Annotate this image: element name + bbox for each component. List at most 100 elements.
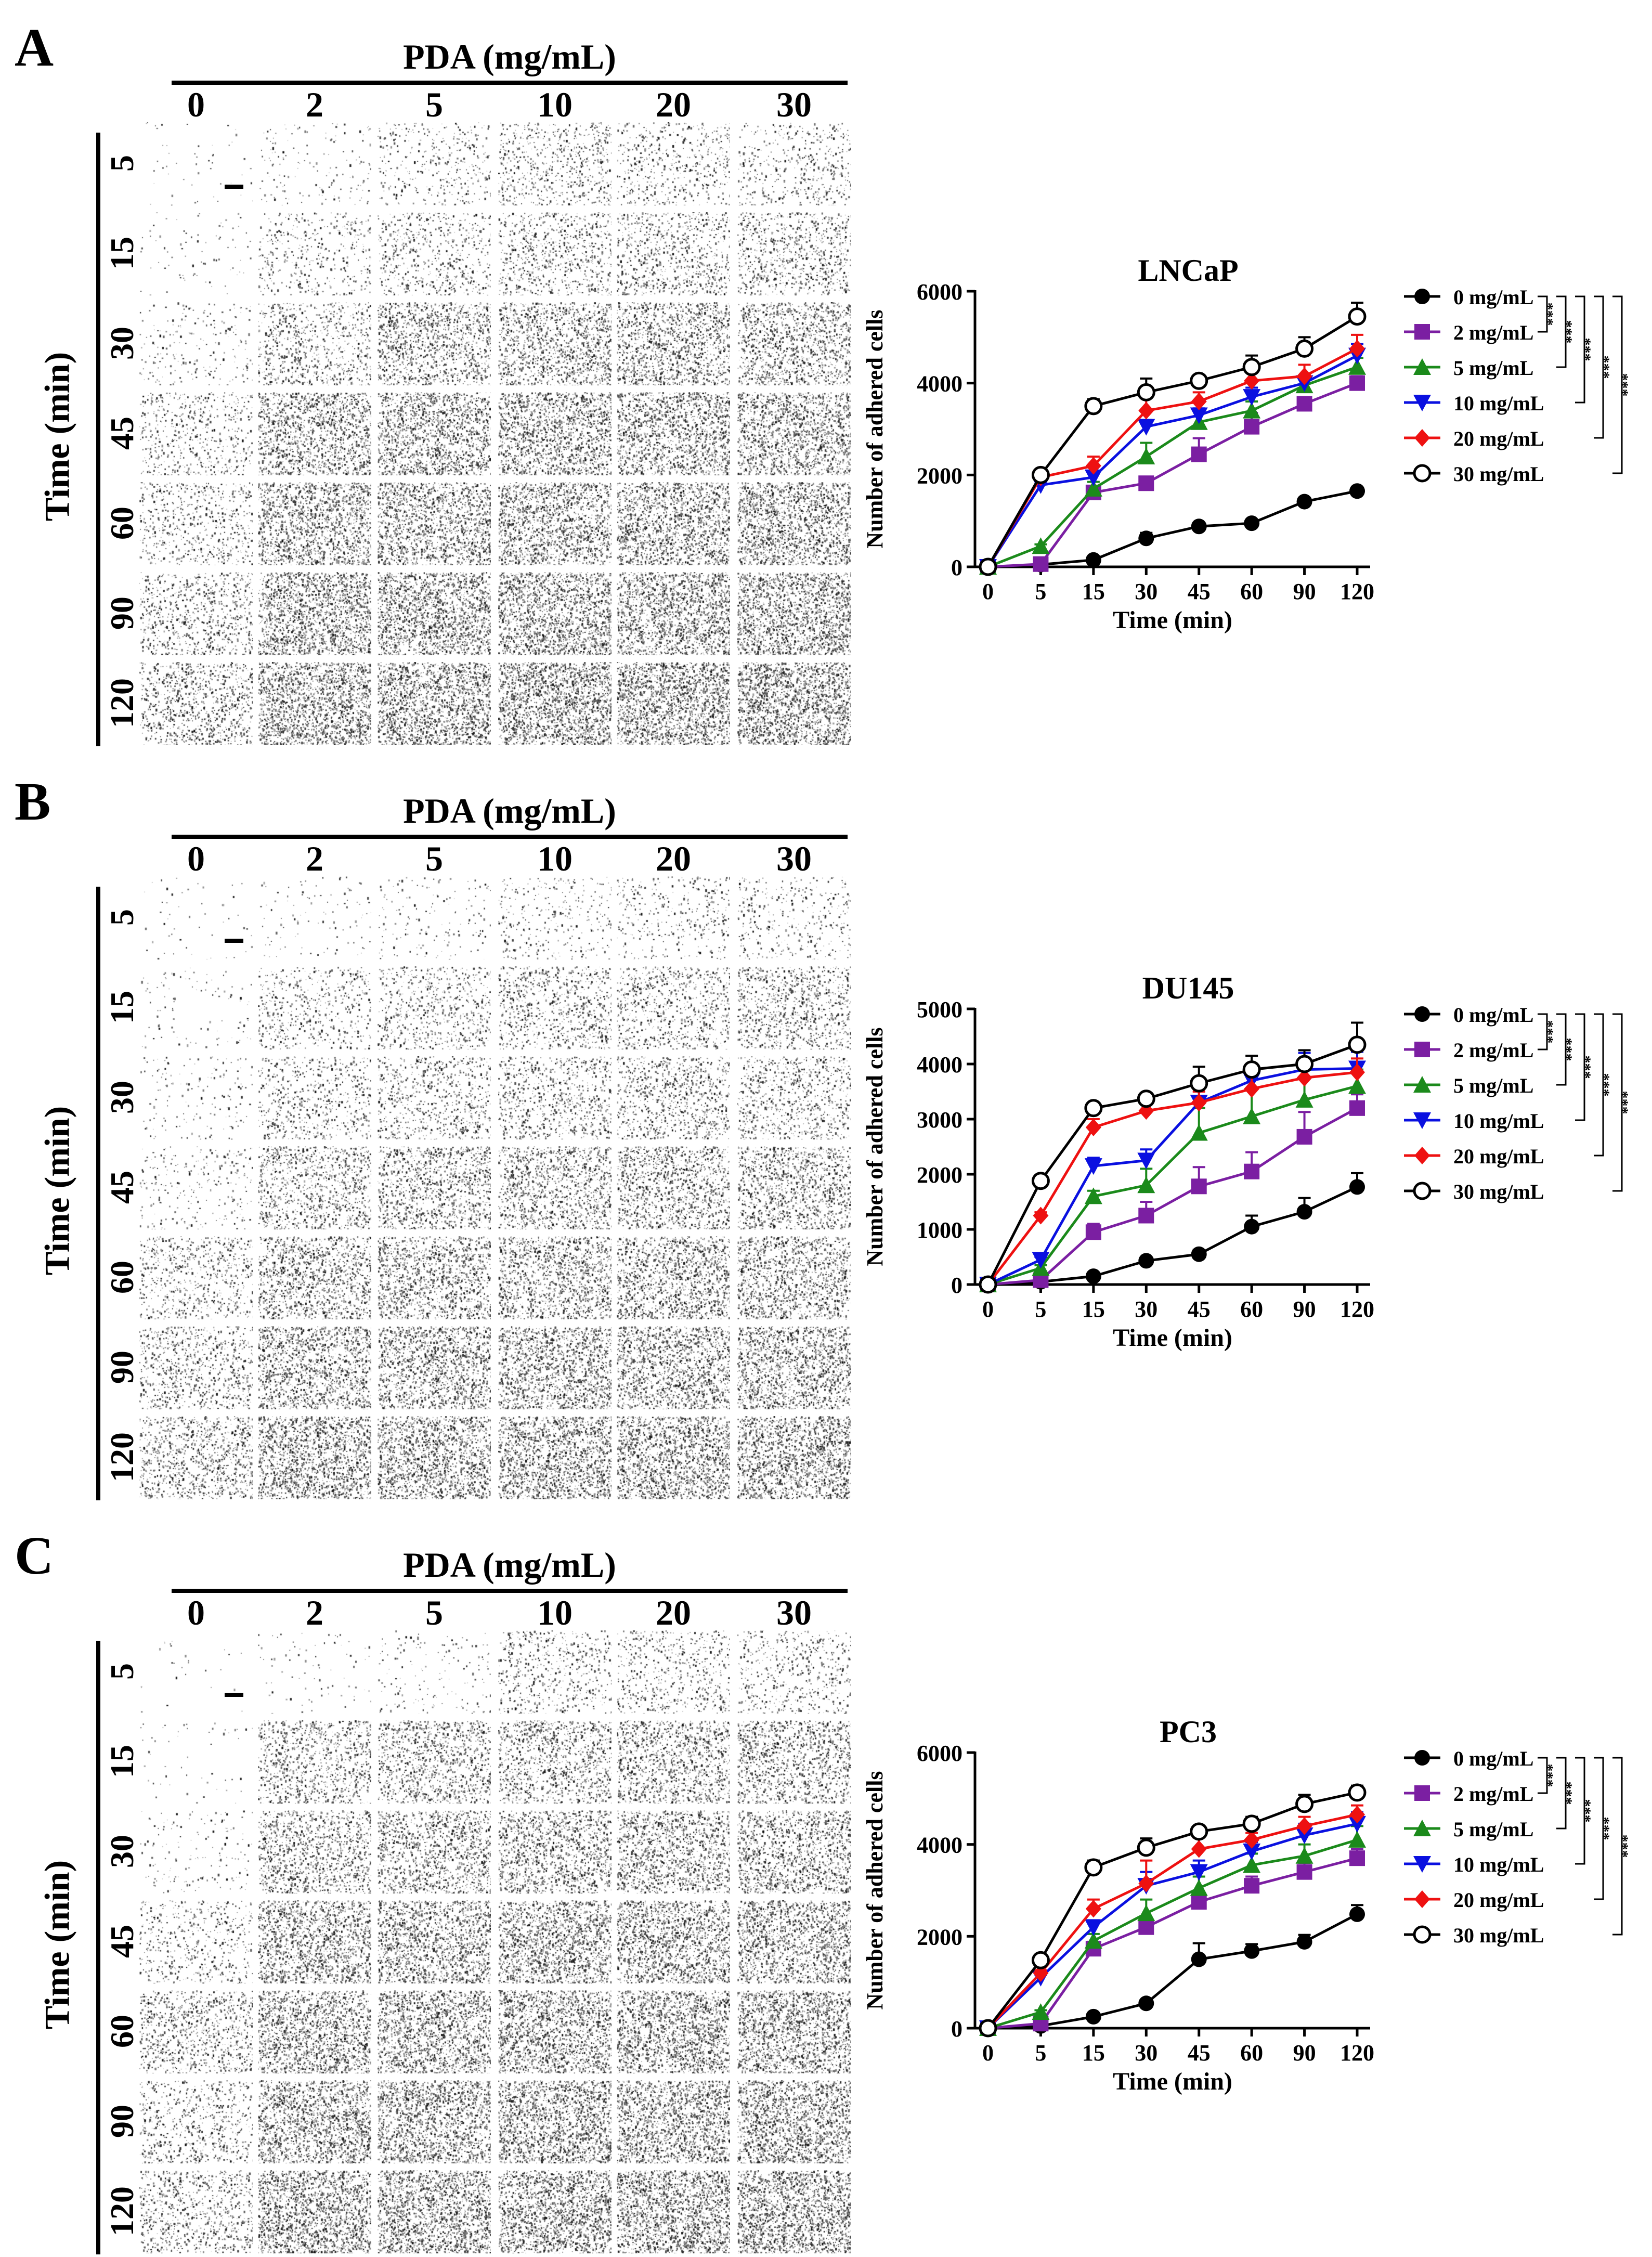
micrograph-tile <box>378 1900 491 1983</box>
micrograph-tile <box>617 1416 730 1499</box>
micrograph-tile <box>737 1990 851 2073</box>
concentration-label: 5 <box>425 1593 443 1632</box>
micrograph-tile <box>139 1900 253 1983</box>
micrograph-tile <box>258 1900 371 1983</box>
micrograph-tile <box>258 1236 371 1319</box>
micrograph-tile <box>139 302 253 385</box>
pda-axis-title: PDA (mg/mL) <box>403 791 616 831</box>
micrograph-tile <box>258 572 371 655</box>
micrograph-tile <box>498 392 612 475</box>
concentration-label: 10 <box>537 1593 573 1632</box>
micrograph-tile <box>378 212 491 295</box>
micrograph-tile <box>737 1236 851 1319</box>
concentration-label: 2 <box>306 839 323 878</box>
micrograph-tile <box>139 1326 253 1409</box>
pda-axis-title: PDA (mg/mL) <box>403 1545 616 1585</box>
micrograph-tile <box>378 1416 491 1499</box>
micrograph-tile <box>498 572 612 655</box>
panel-label: B <box>15 772 51 832</box>
micrograph-tile <box>378 572 491 655</box>
micrograph-tile <box>378 1146 491 1229</box>
micrograph-tile <box>139 662 253 745</box>
micrograph-tile <box>258 662 371 745</box>
micrograph-tile <box>139 876 253 959</box>
micrograph-tile <box>139 1630 253 1714</box>
micrograph-tile <box>617 876 730 959</box>
concentration-label: 5 <box>425 85 443 124</box>
concentration-label: 5 <box>425 839 443 878</box>
micrograph-tile <box>378 1056 491 1139</box>
micrograph-tile <box>258 1630 371 1714</box>
micrograph-tile <box>617 482 730 565</box>
micrograph-tile <box>737 1630 851 1714</box>
micrograph-tile <box>498 2170 612 2253</box>
scale-bar <box>225 185 243 189</box>
micrograph-tile <box>737 392 851 475</box>
micrograph-tile <box>737 1146 851 1229</box>
time-label: 90 <box>103 596 140 630</box>
micrograph-tile <box>258 1326 371 1409</box>
micrograph-tile <box>498 662 612 745</box>
micrograph-tile <box>139 122 253 205</box>
micrograph-tile <box>498 302 612 385</box>
micrograph-tile <box>737 482 851 565</box>
concentration-label: 2 <box>306 1593 323 1632</box>
micrograph-tile <box>378 662 491 745</box>
panel-b: B PDA (mg/mL) 0 2 5 10 20 30 Time (min) 5 15 30 45 60… <box>0 754 1652 1503</box>
time-label: 5 <box>103 155 140 172</box>
micrograph-tile <box>737 1810 851 1893</box>
micrograph-tile <box>258 1810 371 1893</box>
micrograph-tile <box>139 2170 253 2253</box>
micrograph-tile <box>498 122 612 205</box>
micrograph-tile <box>737 1416 851 1499</box>
concentration-label: 20 <box>656 85 691 124</box>
panel-a: A PDA (mg/mL) 0 2 5 10 20 30 Time (min) 5 15 30 45 60… <box>0 0 1652 749</box>
micrograph-tile <box>258 482 371 565</box>
scale-bar <box>225 1693 243 1697</box>
time-label: 15 <box>103 1745 140 1778</box>
micrograph-tile <box>139 1146 253 1229</box>
micrograph-tile <box>617 572 730 655</box>
time-label: 30 <box>103 1835 140 1868</box>
micrograph-tile <box>378 1236 491 1319</box>
micrograph-tile <box>617 1990 730 2073</box>
time-label: 15 <box>103 991 140 1024</box>
panel-label: C <box>15 1526 54 1586</box>
micrograph-tile <box>617 122 730 205</box>
micrograph-tile <box>378 122 491 205</box>
pda-header-rule <box>172 1589 848 1593</box>
concentration-label: 30 <box>776 1593 812 1632</box>
time-label: 60 <box>103 507 140 540</box>
micrograph-tile <box>737 572 851 655</box>
pda-header-rule <box>172 81 848 85</box>
micrograph-tile <box>258 2080 371 2163</box>
micrograph-tile <box>378 482 491 565</box>
micrograph-tile <box>737 1900 851 1983</box>
micrograph-tile <box>378 1630 491 1714</box>
micrograph-tile <box>139 572 253 655</box>
time-label: 5 <box>103 1663 140 1680</box>
concentration-label: 0 <box>187 839 205 878</box>
micrograph-tile <box>139 1056 253 1139</box>
micrograph-tile <box>737 1326 851 1409</box>
micrograph-tile <box>737 302 851 385</box>
micrograph-tile <box>139 1236 253 1319</box>
micrograph-tile <box>737 122 851 205</box>
micrograph-tile <box>617 2080 730 2163</box>
time-label: 90 <box>103 1351 140 1384</box>
micrograph-tile <box>139 1810 253 1893</box>
time-axis-rule <box>96 133 100 746</box>
time-label: 90 <box>103 2105 140 2138</box>
time-label: 45 <box>103 1171 140 1204</box>
micrograph-tile <box>737 1720 851 1804</box>
micrograph-tile <box>737 1056 851 1139</box>
micrograph-tile <box>498 482 612 565</box>
micrograph-tile <box>378 876 491 959</box>
micrograph-tile <box>258 1056 371 1139</box>
micrograph-tile <box>258 876 371 959</box>
micrograph-tile <box>498 1720 612 1804</box>
time-label: 30 <box>103 327 140 360</box>
micrograph-tile <box>258 1720 371 1804</box>
micrograph-tile <box>617 966 730 1049</box>
micrograph-tile <box>378 1326 491 1409</box>
